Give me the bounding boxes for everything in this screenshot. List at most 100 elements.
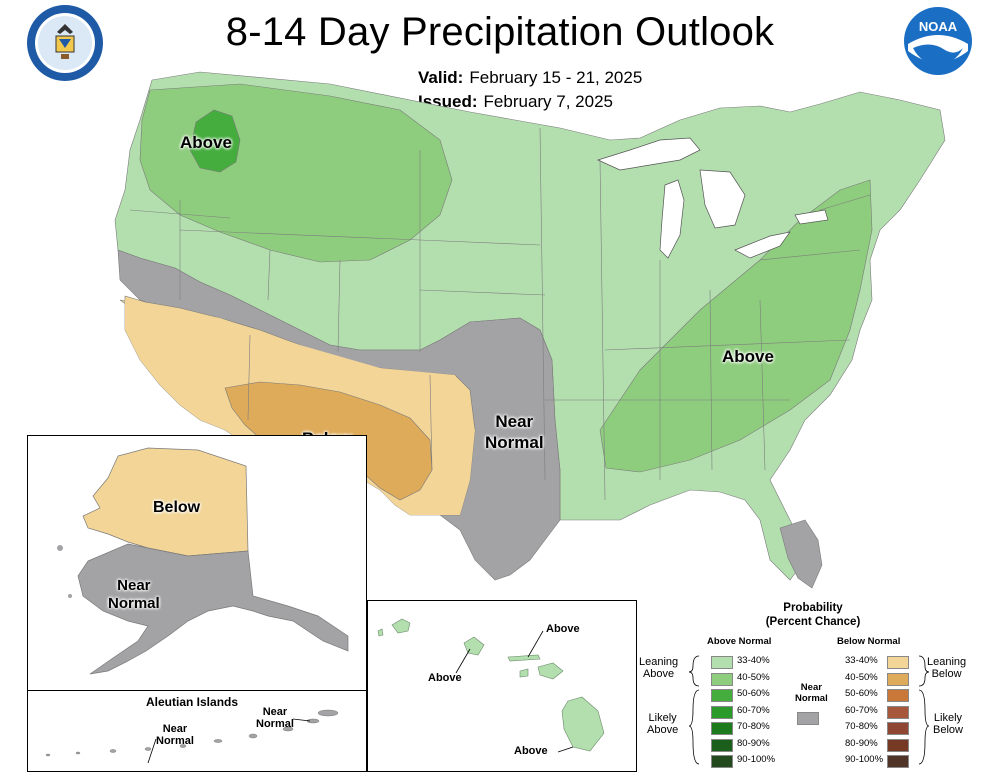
valid-dates: Valid: February 15 - 21, 2025 (418, 68, 642, 88)
niihau (377, 628, 384, 637)
alaska-inset: Below Near Normal (27, 435, 367, 691)
state-boundaries (129, 127, 871, 501)
legend-likely-above: Likely Above (647, 712, 678, 736)
legend-below-swatch-5 (887, 738, 909, 752)
legend-leaning-above: Leaning Above (639, 656, 678, 680)
hawaii-map (377, 618, 605, 753)
label-above-northwest: Above (180, 133, 232, 152)
legend-near-normal-label: Near Normal (795, 682, 828, 704)
legend-above-header: Above Normal (707, 636, 772, 647)
aleutian-title: Aleutian Islands (146, 695, 239, 709)
above-mid-east (599, 179, 873, 473)
legend-above-range-4: 70-80% (737, 721, 770, 732)
label-alaska-near-normal: Near Normal (108, 577, 160, 613)
legend-above-range-0: 33-40% (737, 655, 770, 666)
label-aleutian-near-1: Near Normal (156, 723, 194, 747)
legend-above-swatch-1 (711, 672, 733, 686)
above-strong-northwest (189, 109, 241, 173)
legend-near-normal-swatch (797, 712, 819, 725)
legend-above-swatch-3 (711, 705, 733, 719)
legend-title-line2: (Percent Chance) (765, 616, 861, 628)
legend-below-range-2: 50-60% (845, 688, 878, 699)
legend-below-range-6: 90-100% (845, 754, 884, 765)
aleutian-near1-line1: Near (162, 723, 188, 735)
legend-above-swatch-0 (711, 656, 733, 669)
aleutian-near1-line2: Normal (156, 735, 194, 747)
legend-likely-below: Likely Below (933, 712, 963, 736)
lake-ontario (794, 209, 829, 225)
near-label-line1: Near (800, 682, 822, 693)
kauai (391, 618, 411, 634)
label-aleutian-near-2: Near Normal (256, 706, 294, 730)
alaska-map (57, 447, 349, 675)
legend-above-swatch-6 (711, 755, 733, 768)
leaning-below-line2: Below (931, 668, 962, 680)
label-near-normal-texas: Near Normal (485, 411, 544, 453)
lake-superior (597, 137, 701, 171)
alaska-below-region (82, 447, 249, 557)
legend-below-range-0: 33-40% (845, 655, 878, 666)
near-normal-florida (779, 519, 823, 589)
legend-below-header: Below Normal (837, 636, 901, 647)
likely-below-line2: Below (933, 724, 963, 736)
commerce-seal-icon (27, 5, 103, 81)
legend-below-swatch-4 (887, 722, 909, 735)
lake-michigan (659, 179, 685, 259)
legend-below-swatch-2 (887, 689, 909, 702)
alaska-near-line2: Normal (108, 595, 160, 612)
likely-above-line2: Above (647, 724, 679, 736)
legend-above-range-3: 60-70% (737, 704, 770, 716)
legend-above-range-5: 80-90% (737, 737, 770, 749)
aleutian-inset: Aleutian Islands Near Normal Near Normal (27, 690, 367, 772)
noaa-text: NOAA (919, 19, 958, 34)
legend-above-range-2: 50-60% (737, 688, 770, 699)
likely-below-line1: Likely (933, 712, 963, 724)
legend-above-swatch-4 (711, 722, 733, 735)
lake-erie (734, 231, 791, 259)
leaning-above-line1: Leaning (639, 656, 679, 668)
label-hawaii-above-2: Above (428, 672, 462, 684)
legend-above-range-1: 40-50% (737, 671, 770, 683)
big-island (561, 696, 605, 752)
near-label-line2: Normal (795, 693, 828, 704)
legend-below-range-1: 40-50% (845, 671, 878, 683)
valid-value: February 15 - 21, 2025 (469, 68, 643, 87)
legend-below-swatch-0 (887, 656, 909, 669)
leaning-below-line1: Leaning (927, 656, 967, 668)
page-title: 8-14 Day Precipitation Outlook (225, 10, 775, 54)
legend-brackets (688, 655, 930, 765)
legend-below-range-5: 80-90% (845, 737, 878, 749)
noaa-logo-icon: NOAA (904, 7, 972, 75)
near-normal-line1: Near (495, 412, 534, 431)
legend-below-range-3: 60-70% (845, 704, 878, 716)
leaning-above-line2: Above (642, 668, 675, 680)
legend-leaning-below: Leaning Below (927, 656, 966, 680)
lanai (519, 668, 529, 678)
issued-date: Issued: February 7, 2025 (418, 92, 613, 112)
alaska-near-line1: Near (117, 577, 151, 594)
legend-below-swatch-6 (887, 755, 909, 768)
issued-value: February 7, 2025 (483, 92, 613, 111)
legend-below-swatch-3 (887, 705, 909, 719)
label-above-southeast: Above (722, 347, 774, 366)
aleutian-near2-line2: Normal (256, 718, 294, 730)
probability-legend: Probability (Percent Chance) Above Norma… (637, 600, 989, 772)
legend-below-range-4: 70-80% (845, 721, 878, 732)
maui (537, 662, 564, 680)
aleutian-map (45, 709, 339, 764)
alaska-near-region (77, 543, 349, 675)
valid-label: Valid: (418, 68, 464, 87)
lake-huron (699, 169, 746, 229)
legend-title-line1: Probability (783, 602, 843, 614)
label-alaska-below: Below (153, 499, 201, 516)
legend-above-swatch-5 (711, 738, 733, 752)
near-normal-line2: Normal (485, 433, 544, 452)
molokai (507, 654, 541, 662)
aleutian-near2-line1: Near (262, 706, 288, 718)
oahu (463, 636, 485, 656)
legend-above-swatch-2 (711, 689, 733, 702)
legend-below-swatch-1 (887, 672, 909, 686)
legend-above-range-6: 90-100% (737, 754, 776, 765)
hawaii-inset: Above Above Above (367, 600, 637, 772)
